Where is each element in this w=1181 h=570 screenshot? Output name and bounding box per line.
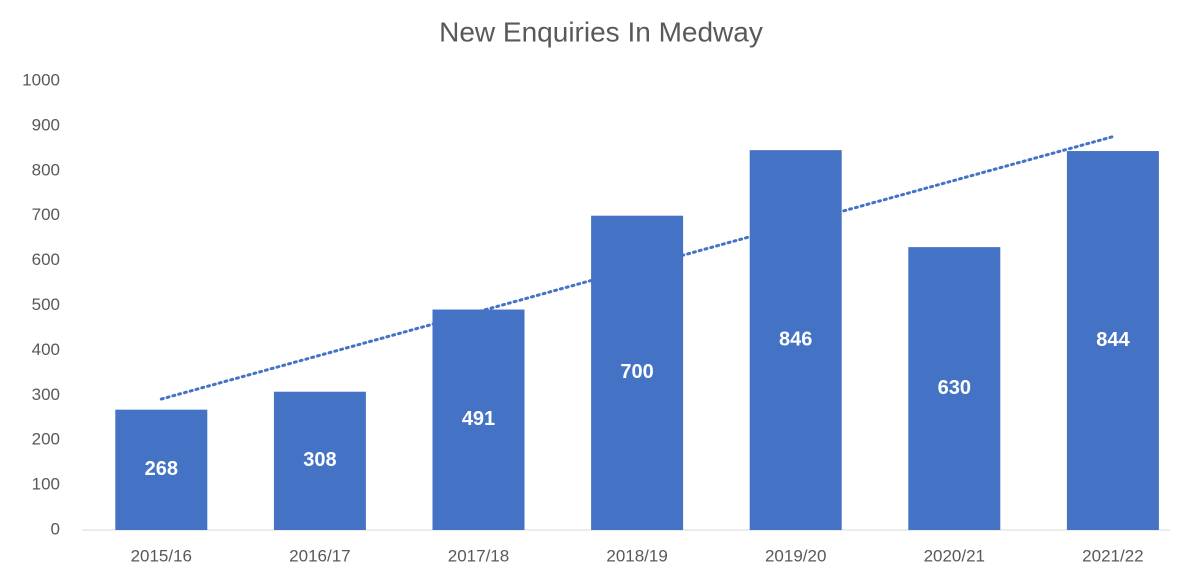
data-label: 844 — [1096, 329, 1130, 351]
bar — [115, 409, 208, 530]
bar — [1066, 151, 1159, 530]
trendline — [159, 135, 1115, 401]
x-tick-label: 2015/16 — [131, 546, 192, 565]
x-tick-label: 2018/19 — [606, 546, 667, 565]
y-tick-label: 600 — [32, 250, 60, 269]
y-tick-label: 0 — [51, 519, 60, 538]
data-label: 700 — [620, 361, 653, 383]
data-label: 268 — [145, 458, 178, 480]
bar — [908, 247, 1001, 530]
y-tick-label: 200 — [32, 430, 60, 449]
data-label: 846 — [779, 328, 812, 350]
x-tick-label: 2020/21 — [924, 546, 985, 565]
data-label: 308 — [303, 449, 336, 471]
y-tick-label: 300 — [32, 385, 60, 404]
y-tick-label: 900 — [32, 115, 60, 134]
x-tick-label: 2019/20 — [765, 546, 826, 565]
data-label: 630 — [938, 377, 971, 399]
data-label: 491 — [462, 408, 495, 430]
x-tick-label: 2016/17 — [289, 546, 350, 565]
chart-title: New Enquiries In Medway — [439, 16, 763, 47]
y-tick-label: 500 — [32, 295, 60, 314]
bar — [749, 150, 842, 530]
y-tick-label: 700 — [32, 205, 60, 224]
bar — [273, 391, 366, 530]
y-tick-label: 800 — [32, 160, 60, 179]
x-tick-label: 2021/22 — [1082, 546, 1143, 565]
x-tick-label: 2017/18 — [448, 546, 509, 565]
y-tick-label: 1000 — [22, 70, 60, 89]
y-tick-label: 100 — [32, 475, 60, 494]
bar — [432, 309, 525, 530]
y-tick-label: 400 — [32, 340, 60, 359]
